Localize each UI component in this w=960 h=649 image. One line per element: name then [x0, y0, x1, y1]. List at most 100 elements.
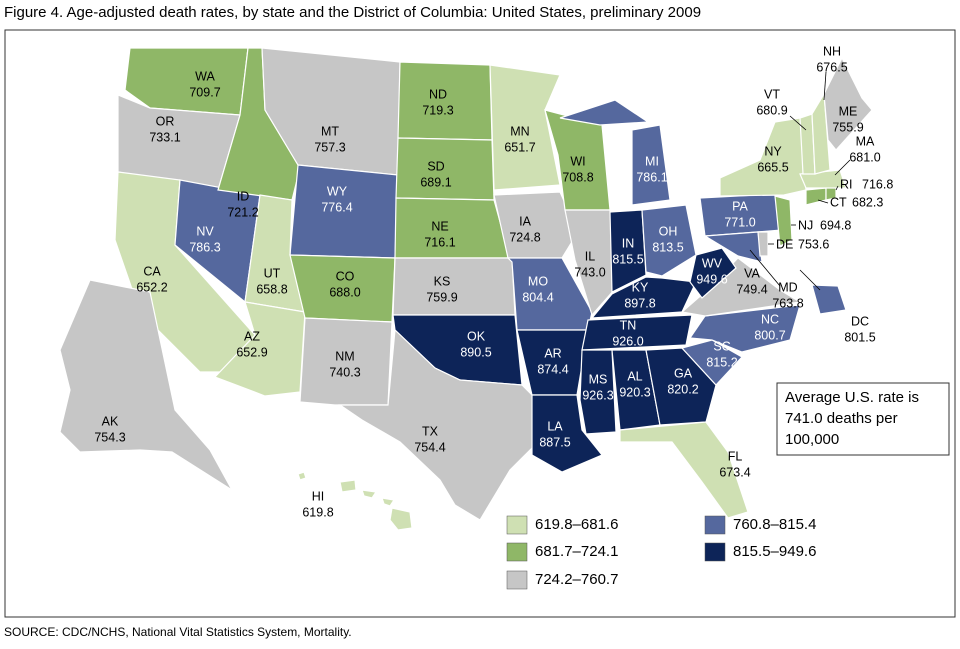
state-shape — [297, 471, 307, 481]
state-value: 890.5 — [460, 345, 491, 359]
state-abbr: AR — [544, 346, 561, 360]
state-abbr: NM — [335, 349, 354, 363]
note-line: 100,000 — [785, 431, 839, 448]
state-value: 719.3 — [422, 103, 453, 117]
title: Figure 4. Age-adjusted death rates, by s… — [4, 4, 701, 21]
state-shape — [338, 328, 541, 521]
state-value: 897.8 — [624, 296, 655, 310]
state-abbr: OR — [156, 114, 175, 128]
legend-swatch — [704, 515, 726, 535]
state-shape — [609, 209, 647, 293]
state-abbr: ND — [429, 87, 447, 101]
legend-swatch — [704, 542, 726, 562]
map-frame — [4, 29, 956, 618]
state-value: 757.3 — [314, 140, 345, 154]
state-abbr: AK — [102, 414, 119, 428]
state-value: 749.4 — [736, 282, 767, 296]
state-abbr: OH — [659, 224, 678, 238]
state-abbr: FL — [728, 449, 743, 463]
state-abbr: WA — [195, 69, 215, 83]
state-abbr: AL — [627, 369, 642, 383]
state-abbr: VT — [764, 87, 780, 101]
state-value: 673.4 — [719, 465, 750, 479]
state-value: 682.3 — [852, 195, 883, 209]
state-value: 619.8 — [302, 505, 333, 519]
state-value: 771.0 — [724, 215, 755, 229]
state-value: 689.1 — [420, 175, 451, 189]
state-value: 949.6 — [696, 272, 727, 286]
state-shape — [381, 497, 396, 507]
state-abbr: LA — [547, 419, 563, 433]
state-abbr: WY — [327, 184, 348, 198]
state-value: 887.5 — [539, 435, 570, 449]
leader-line — [823, 71, 827, 101]
state-abbr: MS — [589, 372, 608, 386]
state-value: 676.5 — [816, 60, 847, 74]
state-value: 801.5 — [844, 330, 875, 344]
state-shape — [389, 507, 413, 531]
state-shape — [392, 257, 516, 316]
state-shape — [811, 284, 847, 315]
state-value: 652.2 — [136, 280, 167, 294]
state-shape — [619, 421, 749, 519]
state-value: 658.8 — [256, 282, 287, 296]
legend-label: 681.7–724.1 — [535, 543, 618, 560]
state-value: 709.7 — [189, 85, 220, 99]
state-abbr: TX — [422, 424, 439, 438]
state-value: 740.3 — [329, 365, 360, 379]
state-abbr: ID — [237, 189, 250, 203]
state-value: 721.2 — [227, 205, 258, 219]
state-value: 688.0 — [329, 285, 360, 299]
legend-label: 815.5–949.6 — [733, 543, 816, 560]
state-shape — [631, 124, 671, 206]
state-abbr: HI — [312, 489, 325, 503]
state-abbr: MN — [510, 124, 529, 138]
state-shape — [361, 489, 378, 499]
state-abbr: SC — [713, 339, 730, 353]
leader-line — [835, 185, 839, 191]
state-abbr: IN — [622, 236, 635, 250]
state-abbr: NC — [761, 312, 779, 326]
state-abbr: PA — [732, 199, 748, 213]
state-value: 786.3 — [189, 240, 220, 254]
state-value: 665.5 — [757, 160, 788, 174]
legend-label: 724.2–760.7 — [535, 571, 618, 588]
state-value: 755.9 — [832, 120, 863, 134]
note-line: Average U.S. rate is — [785, 389, 919, 406]
source: SOURCE: CDC/NCHS, National Vital Statist… — [4, 625, 352, 639]
state-value: 708.8 — [562, 170, 593, 184]
state-value: 753.6 — [798, 237, 829, 251]
state-shape — [641, 204, 697, 277]
state-value: 920.3 — [619, 385, 650, 399]
state-shape — [680, 339, 743, 386]
state-shape — [489, 64, 561, 191]
state-abbr: KS — [434, 274, 451, 288]
state-value: 724.8 — [509, 230, 540, 244]
leader-line — [749, 249, 781, 287]
state-abbr: TN — [620, 318, 637, 332]
state-shape — [559, 99, 650, 126]
state-shape — [719, 117, 807, 197]
state-value: 694.8 — [820, 218, 851, 232]
state-value: 804.4 — [522, 290, 553, 304]
map: WA 709.7 OR 733.1 CA 652.2 NV 786.3 ID 721.2 MT 757… — [59, 44, 893, 531]
state-shape — [395, 137, 495, 201]
state-abbr: NE — [431, 219, 448, 233]
state-abbr: NH — [823, 44, 841, 58]
legend-label: 760.8–815.4 — [733, 516, 816, 533]
state-shape — [564, 209, 615, 317]
state-shape — [823, 56, 873, 151]
state-shape — [757, 231, 769, 257]
state-value: 754.4 — [414, 440, 445, 454]
state-abbr: MI — [645, 154, 659, 168]
state-abbr: CA — [143, 264, 161, 278]
state-shape — [59, 279, 233, 491]
legend-label: 619.8–681.6 — [535, 516, 618, 533]
state-value: 759.9 — [426, 290, 457, 304]
state-shape — [339, 479, 357, 493]
state-value: 874.4 — [537, 362, 568, 376]
state-abbr: NY — [764, 144, 782, 158]
state-value: 813.5 — [652, 240, 683, 254]
state-value: 743.0 — [574, 265, 605, 279]
